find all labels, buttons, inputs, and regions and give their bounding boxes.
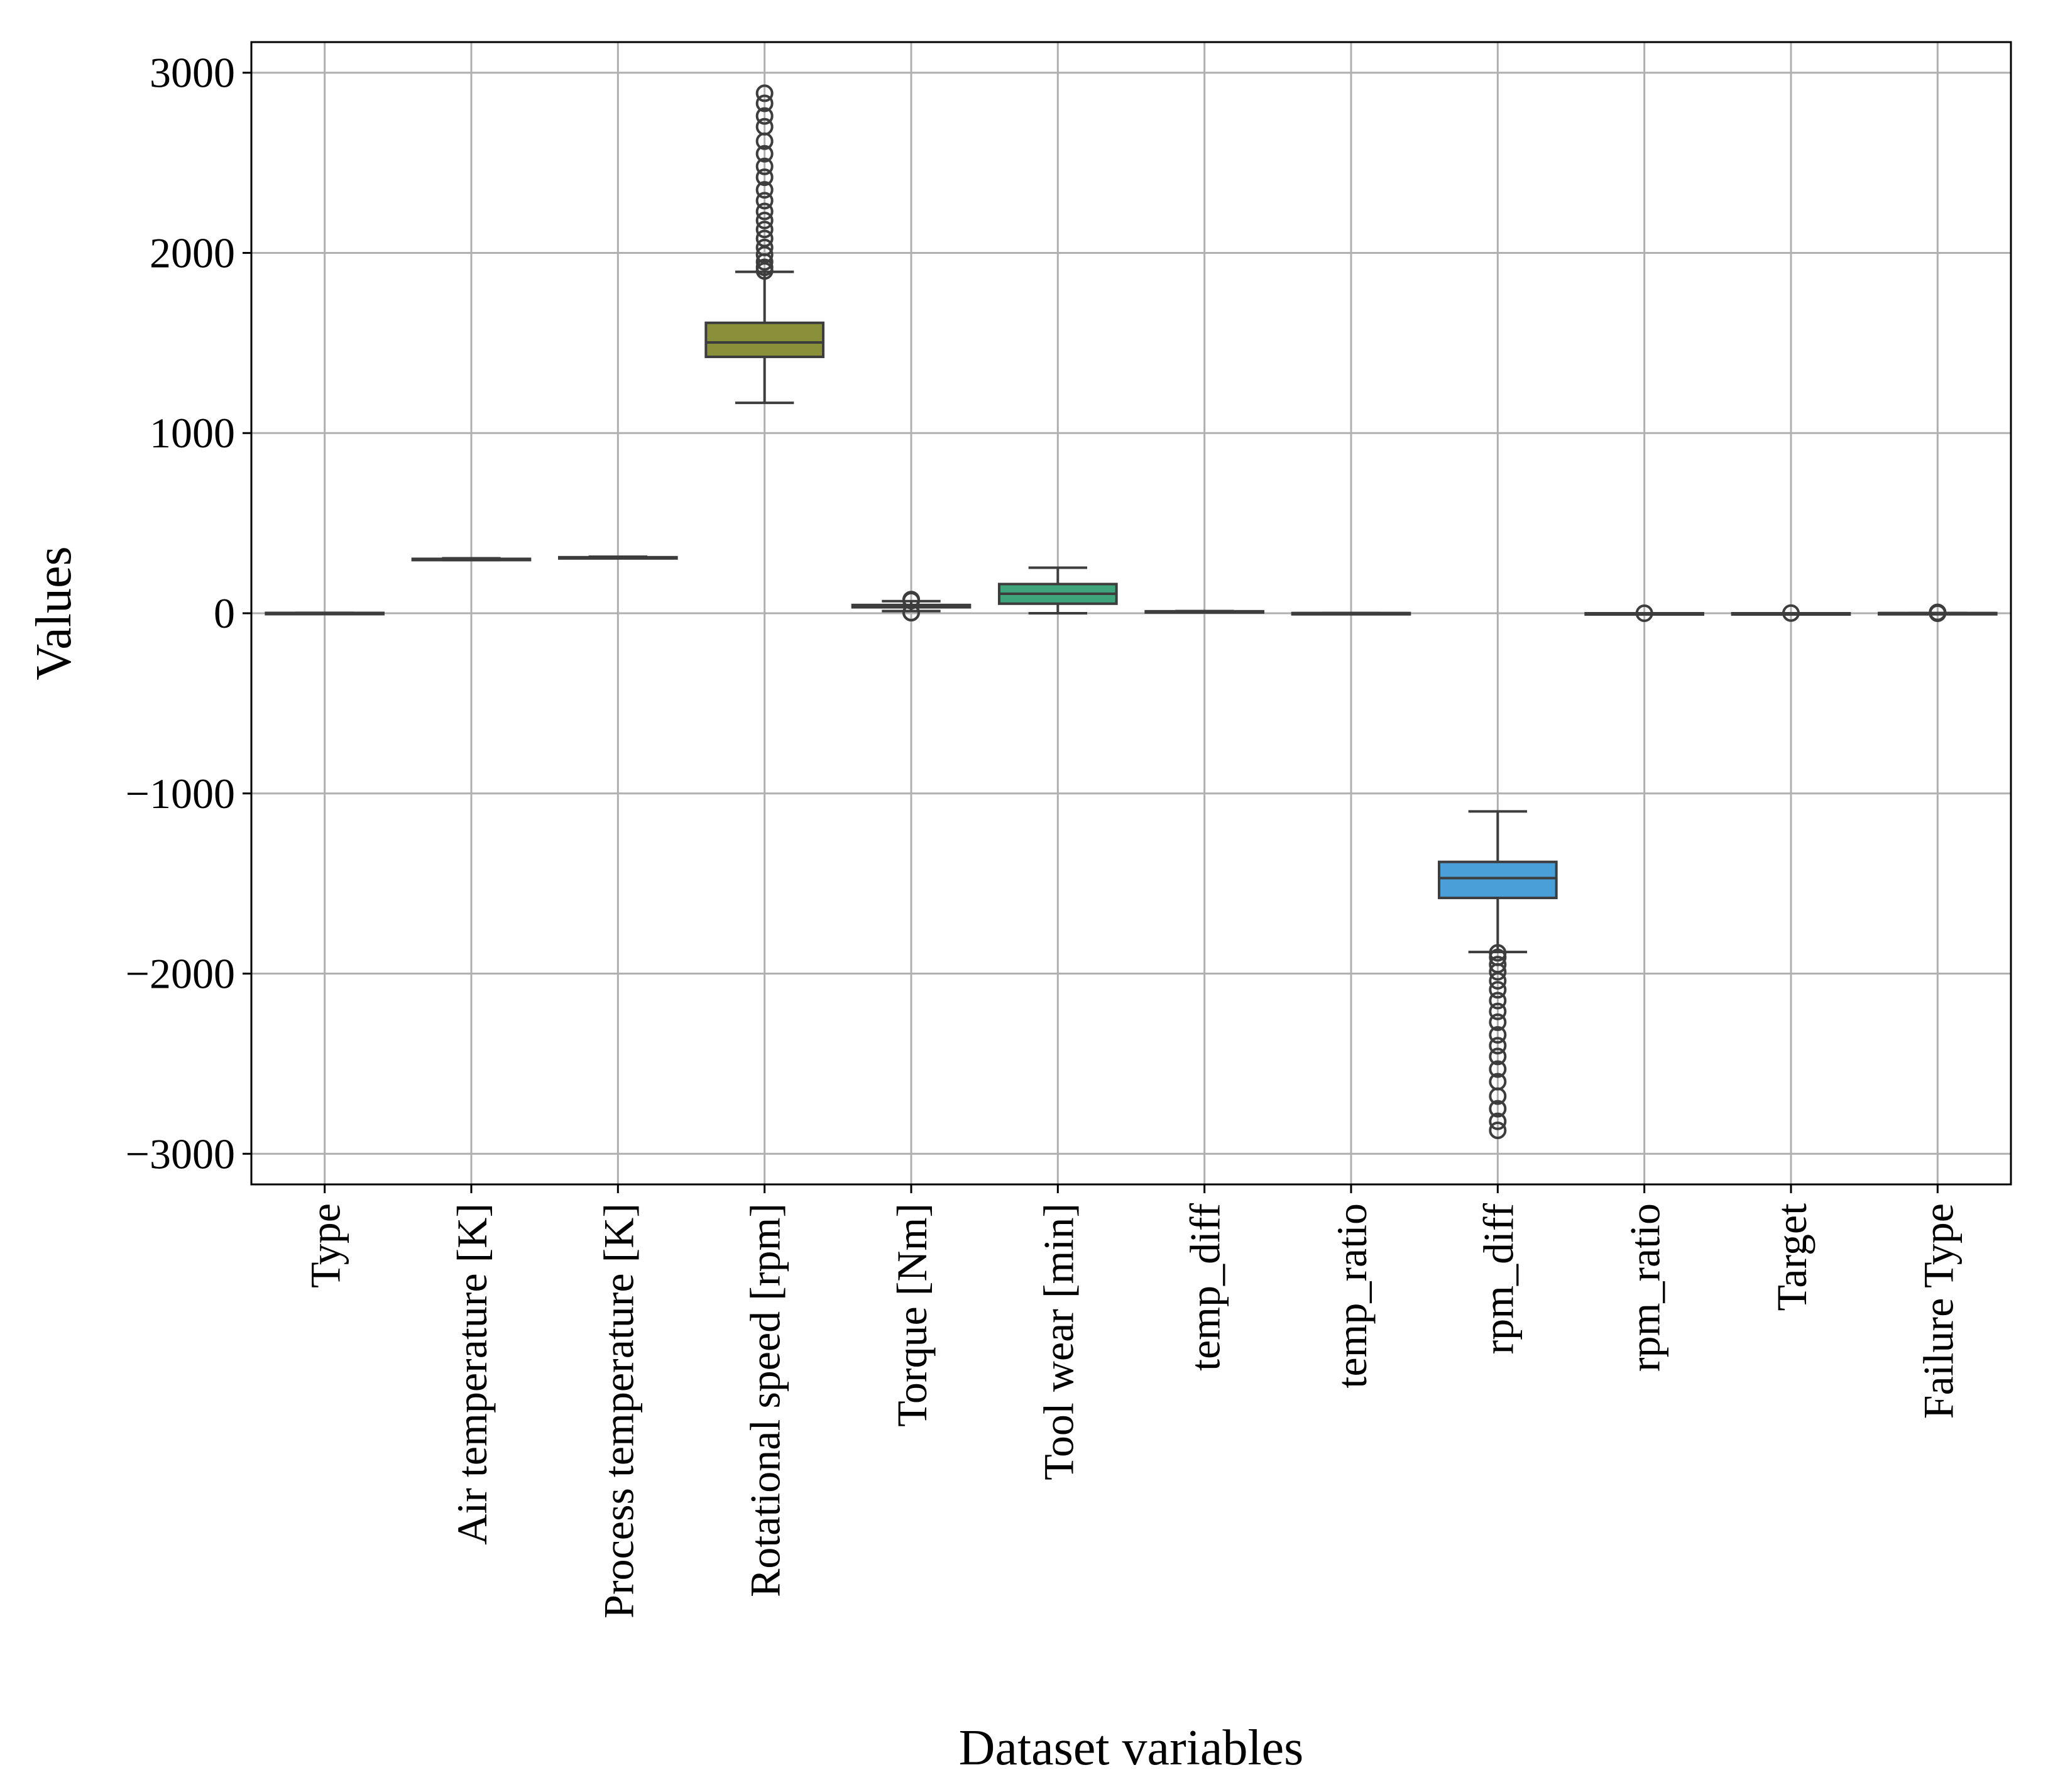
y-tick-label: −3000 bbox=[126, 1130, 235, 1177]
box-group bbox=[558, 555, 678, 560]
box-group bbox=[1291, 611, 1411, 616]
outlier-point bbox=[1489, 971, 1507, 990]
y-tick-label: 0 bbox=[214, 589, 235, 637]
x-tick-label: rpm_ratio bbox=[1621, 1203, 1669, 1372]
outlier-point bbox=[755, 211, 774, 229]
outlier-point bbox=[1489, 1060, 1507, 1078]
y-tick-label: −1000 bbox=[126, 770, 235, 817]
outlier-point bbox=[755, 94, 774, 112]
x-tick-label: temp_ratio bbox=[1328, 1203, 1376, 1389]
box-group bbox=[998, 566, 1118, 615]
box-group bbox=[411, 557, 532, 562]
outlier-point bbox=[755, 202, 774, 221]
outlier-point bbox=[1489, 1013, 1507, 1031]
x-tick-label: Failure Type bbox=[1914, 1203, 1962, 1419]
x-axis-title: Dataset variables bbox=[959, 1720, 1304, 1776]
outlier-point bbox=[1489, 1025, 1507, 1044]
outlier-point bbox=[1489, 1112, 1507, 1130]
box-group bbox=[851, 591, 972, 622]
outlier-point bbox=[755, 221, 774, 239]
x-tick-label: Target bbox=[1768, 1203, 1815, 1311]
outlier-point bbox=[755, 238, 774, 256]
box-group bbox=[1144, 609, 1265, 614]
x-tick-label: Type bbox=[302, 1203, 349, 1288]
outlier-point bbox=[755, 107, 774, 125]
outlier-point bbox=[1489, 981, 1507, 999]
outlier-point bbox=[755, 117, 774, 136]
outlier-point bbox=[755, 84, 774, 102]
box-group bbox=[1584, 604, 1704, 622]
box-group bbox=[265, 611, 385, 616]
outlier-point bbox=[755, 157, 774, 175]
box-group bbox=[704, 84, 825, 405]
y-axis-title: Values bbox=[26, 546, 82, 680]
outlier-point bbox=[755, 145, 774, 163]
box-iqr bbox=[1438, 860, 1558, 900]
x-tick-label: Torque [Nm] bbox=[888, 1203, 936, 1427]
outlier-point bbox=[1489, 1047, 1507, 1066]
outlier-point bbox=[1489, 992, 1507, 1010]
y-tick-labels: 3000 2000 1000 0 −1000 −2000 −3000 bbox=[126, 49, 251, 1177]
y-tick-label: −2000 bbox=[126, 950, 235, 998]
outlier-point bbox=[1489, 1121, 1507, 1139]
outlier-point bbox=[1489, 1100, 1507, 1118]
y-tick-label: 3000 bbox=[150, 49, 235, 97]
outlier-point bbox=[902, 591, 920, 609]
outlier-point bbox=[1489, 963, 1507, 981]
box-group bbox=[1731, 604, 1851, 622]
x-tick-label: rpm_diff bbox=[1474, 1203, 1522, 1355]
box-group bbox=[1878, 603, 1998, 622]
box-layer bbox=[265, 84, 1998, 1139]
y-tick-label: 1000 bbox=[150, 409, 235, 457]
y-tick-label: 2000 bbox=[150, 229, 235, 276]
x-tick-label: Process temperature [K] bbox=[594, 1203, 642, 1619]
outlier-point bbox=[1782, 604, 1800, 622]
x-tick-label: Air temperature [K] bbox=[448, 1203, 496, 1545]
outlier-point bbox=[755, 192, 774, 210]
box-iqr bbox=[704, 321, 825, 358]
box-group bbox=[1438, 810, 1558, 1139]
outlier-point bbox=[1489, 1037, 1507, 1055]
x-tick-label: Tool wear [min] bbox=[1034, 1203, 1082, 1480]
outlier-point bbox=[1635, 604, 1653, 622]
outlier-point bbox=[755, 181, 774, 199]
outlier-point bbox=[1489, 1002, 1507, 1020]
outlier-point bbox=[1489, 1087, 1507, 1105]
x-tick-label: temp_diff bbox=[1181, 1203, 1229, 1371]
x-tick-label: Rotational speed [rpm] bbox=[742, 1203, 789, 1597]
outlier-point bbox=[755, 229, 774, 248]
outlier-point bbox=[755, 168, 774, 187]
outlier-point bbox=[1929, 603, 1947, 621]
x-tick-labels: Type Air temperature [K] Process temperatu… bbox=[302, 1184, 1962, 1619]
outlier-point bbox=[902, 603, 920, 621]
outlier-point bbox=[755, 258, 774, 276]
